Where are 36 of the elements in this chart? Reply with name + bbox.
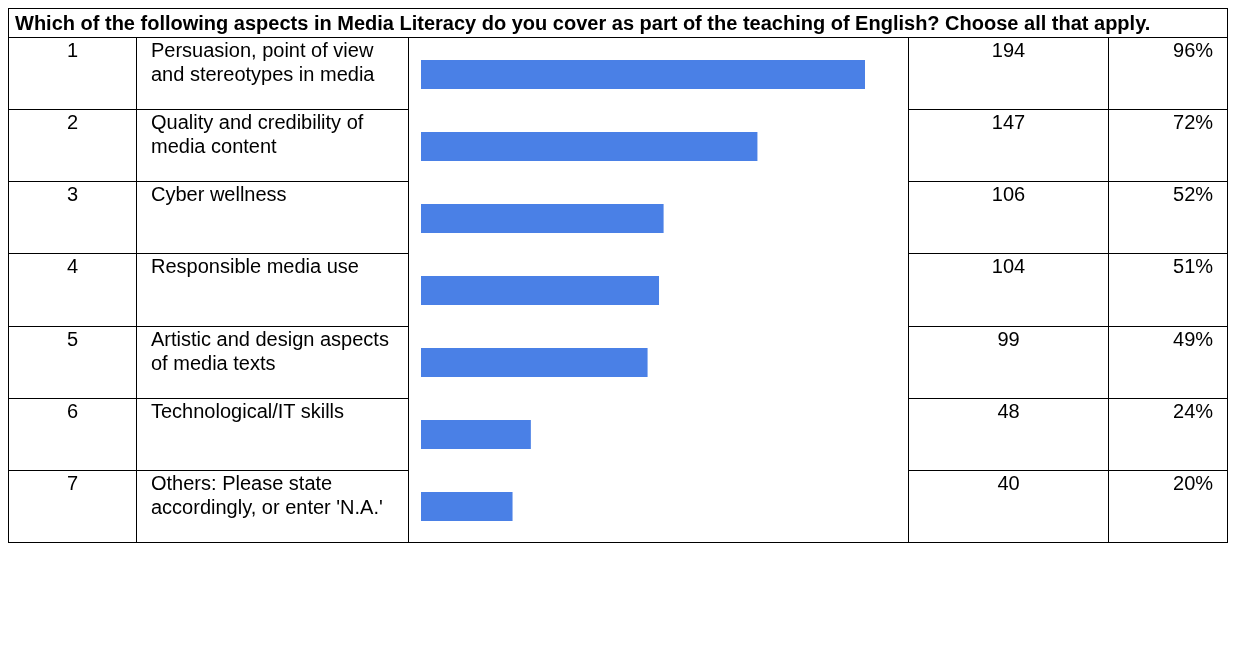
text: 96% [1108, 37, 1228, 110]
bar [421, 276, 660, 305]
y-tick-label: Technological/IT skills [136, 398, 409, 471]
text: 7 [8, 470, 137, 543]
data-label: 104 [908, 253, 1109, 327]
text: 6 [8, 398, 137, 471]
bar [421, 60, 865, 89]
text: 3 [8, 181, 137, 254]
bar [421, 132, 758, 161]
text: 52% [1108, 181, 1228, 254]
y-tick-label: Responsible media use [136, 253, 409, 327]
text: 20% [1108, 470, 1228, 543]
text: 72% [1108, 109, 1228, 182]
data-label: 194 [908, 37, 1109, 110]
y-tick-label: Others: Please state accordingly, or enter 'N.A.' [136, 470, 409, 543]
text: 1 [8, 37, 137, 110]
text: 49% [1108, 326, 1228, 399]
data-label: 147 [908, 109, 1109, 182]
bar [421, 348, 648, 377]
chart-title: Which of the following aspects in Media Literacy do you cover as part of the teaching of English? Choose all that apply. [8, 8, 1228, 38]
data-label: 99 [908, 326, 1109, 399]
text: 51% [1108, 253, 1228, 327]
text: 24% [1108, 398, 1228, 471]
y-tick-label: Quality and credibility of media content [136, 109, 409, 182]
text: 2 [8, 109, 137, 182]
y-tick-label: Persuasion, point of view and stereotypes in media [136, 37, 409, 110]
text: 4 [8, 253, 137, 327]
y-tick-label: Artistic and design aspects of media texts [136, 326, 409, 399]
bar [421, 420, 531, 449]
data-label: 106 [908, 181, 1109, 254]
y-tick-label: Cyber wellness [136, 181, 409, 254]
bar [421, 492, 513, 521]
data-label: 48 [908, 398, 1109, 471]
data-label: 40 [908, 470, 1109, 543]
bar [421, 204, 664, 233]
text: 5 [8, 326, 137, 399]
